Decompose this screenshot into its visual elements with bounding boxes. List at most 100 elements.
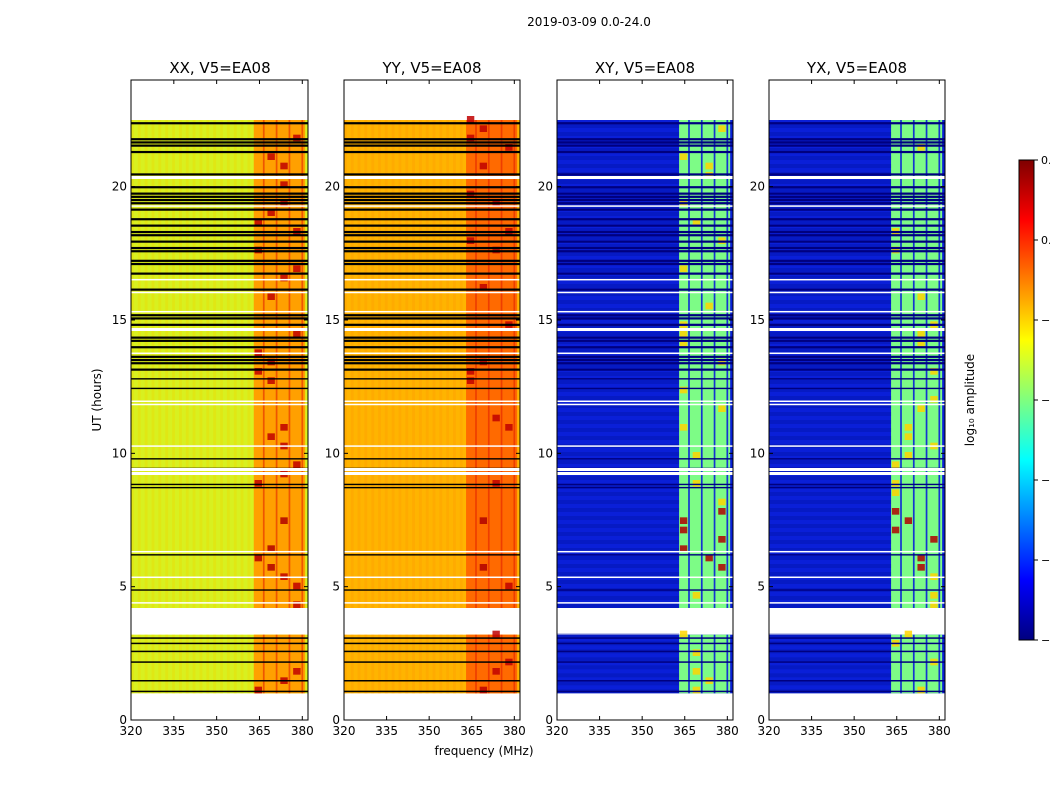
- x-tick-label: 350: [843, 724, 866, 738]
- noise-row: [769, 284, 892, 288]
- hot-patch: [492, 414, 500, 422]
- noise-row: [769, 124, 892, 128]
- colorbar-label: log₁₀ amplitude: [963, 354, 977, 446]
- noise-row: [557, 300, 680, 304]
- noise-row: [769, 276, 892, 280]
- flagged-row: [557, 589, 733, 591]
- hot-patch: [479, 517, 488, 524]
- colorbar-tick-label: −1.0: [1041, 394, 1050, 407]
- x-tick-label: 320: [546, 724, 569, 738]
- noise-row: [557, 356, 680, 360]
- flagged-row: [344, 138, 520, 141]
- hot-patch: [280, 162, 288, 170]
- gap-row: [769, 176, 945, 179]
- channel-stripe: [487, 634, 490, 694]
- flagged-row: [769, 230, 945, 234]
- x-tick-label: 320: [333, 724, 356, 738]
- hot-patch: [679, 545, 688, 552]
- channel-texture: [172, 634, 175, 694]
- hot-patch: [692, 452, 701, 459]
- hot-patch: [904, 630, 913, 638]
- noise-row: [769, 532, 892, 536]
- flagged-row: [344, 192, 520, 195]
- flagged-row: [557, 336, 733, 339]
- hot-patch: [479, 284, 488, 291]
- hot-patch: [718, 536, 726, 543]
- hot-patch: [718, 508, 726, 515]
- channel-texture: [178, 634, 182, 694]
- flagged-row: [344, 346, 520, 349]
- noise-row: [557, 148, 680, 152]
- hot-patch: [267, 293, 275, 300]
- hot-patch: [679, 265, 688, 272]
- gap-row: [769, 278, 945, 281]
- gap-row: [131, 403, 308, 406]
- flagged-row: [769, 317, 945, 320]
- hot-patch: [254, 218, 263, 226]
- gap-row: [344, 176, 520, 179]
- y-tick-label: 5: [332, 580, 340, 594]
- channel-texture: [226, 634, 230, 694]
- flagged-row: [344, 195, 520, 198]
- noise-row: [557, 564, 680, 568]
- noise-row: [557, 580, 680, 584]
- flagged-row: [557, 387, 733, 390]
- channel-texture: [165, 634, 169, 694]
- flagged-row: [557, 317, 733, 320]
- x-tick-label: 335: [162, 724, 185, 738]
- flagged-row: [769, 661, 945, 663]
- colorbar-tick-label: 0.5: [1041, 154, 1050, 167]
- flagged-row: [557, 262, 733, 266]
- hot-patch: [891, 508, 900, 515]
- hot-patch: [267, 545, 275, 552]
- noise-row: [769, 412, 892, 416]
- channel-texture: [233, 634, 237, 694]
- gap-row: [344, 576, 520, 579]
- gap-row: [131, 176, 308, 179]
- x-axis-label: frequency (MHz): [434, 744, 533, 758]
- noise-row: [557, 324, 680, 328]
- x-tick-label: 365: [673, 724, 696, 738]
- flagged-row: [769, 339, 945, 342]
- hot-patch: [267, 209, 275, 216]
- noise-row: [769, 548, 892, 552]
- noise-row: [769, 580, 892, 584]
- noise-row: [557, 665, 680, 670]
- noise-row: [769, 681, 892, 686]
- flagged-row: [344, 483, 520, 486]
- noise-row: [557, 516, 680, 520]
- channel-texture: [364, 634, 368, 694]
- flagged-row: [131, 288, 308, 291]
- hot-patch: [692, 480, 701, 487]
- flagged-row: [344, 355, 520, 358]
- noise-row: [769, 132, 892, 136]
- noise-row: [769, 460, 892, 464]
- noise-row: [769, 380, 892, 384]
- flagged-row: [344, 661, 520, 663]
- noise-row: [557, 372, 680, 376]
- noise-row: [769, 500, 892, 504]
- colorbar: 0.5 0.0 −0.5 −1.0 −1.5 −2.0 −2.5 log₁₀ amplitu…: [963, 154, 1050, 647]
- noise-row: [557, 412, 680, 416]
- gap-row: [769, 472, 945, 475]
- flagged-row: [769, 224, 945, 227]
- figure-title: 2019-03-09 0.0-24.0: [527, 15, 651, 29]
- gap-row: [769, 352, 945, 355]
- noise-row: [769, 244, 892, 248]
- hot-patch: [705, 162, 713, 170]
- flagged-row: [557, 272, 733, 275]
- hot-patch: [280, 274, 288, 282]
- flagged-row: [131, 317, 308, 320]
- noise-row: [557, 244, 680, 248]
- noise-row: [769, 308, 892, 312]
- plot-frame: [556, 79, 734, 721]
- x-tick-label: 365: [248, 724, 271, 738]
- noise-row: [557, 268, 680, 272]
- flagged-row: [131, 486, 308, 489]
- plot-frame: [343, 79, 521, 721]
- flagged-row: [131, 208, 308, 211]
- noise-row: [769, 268, 892, 272]
- flagged-row: [131, 554, 308, 556]
- y-tick-label: 0: [757, 713, 765, 727]
- hot-patch: [505, 424, 513, 431]
